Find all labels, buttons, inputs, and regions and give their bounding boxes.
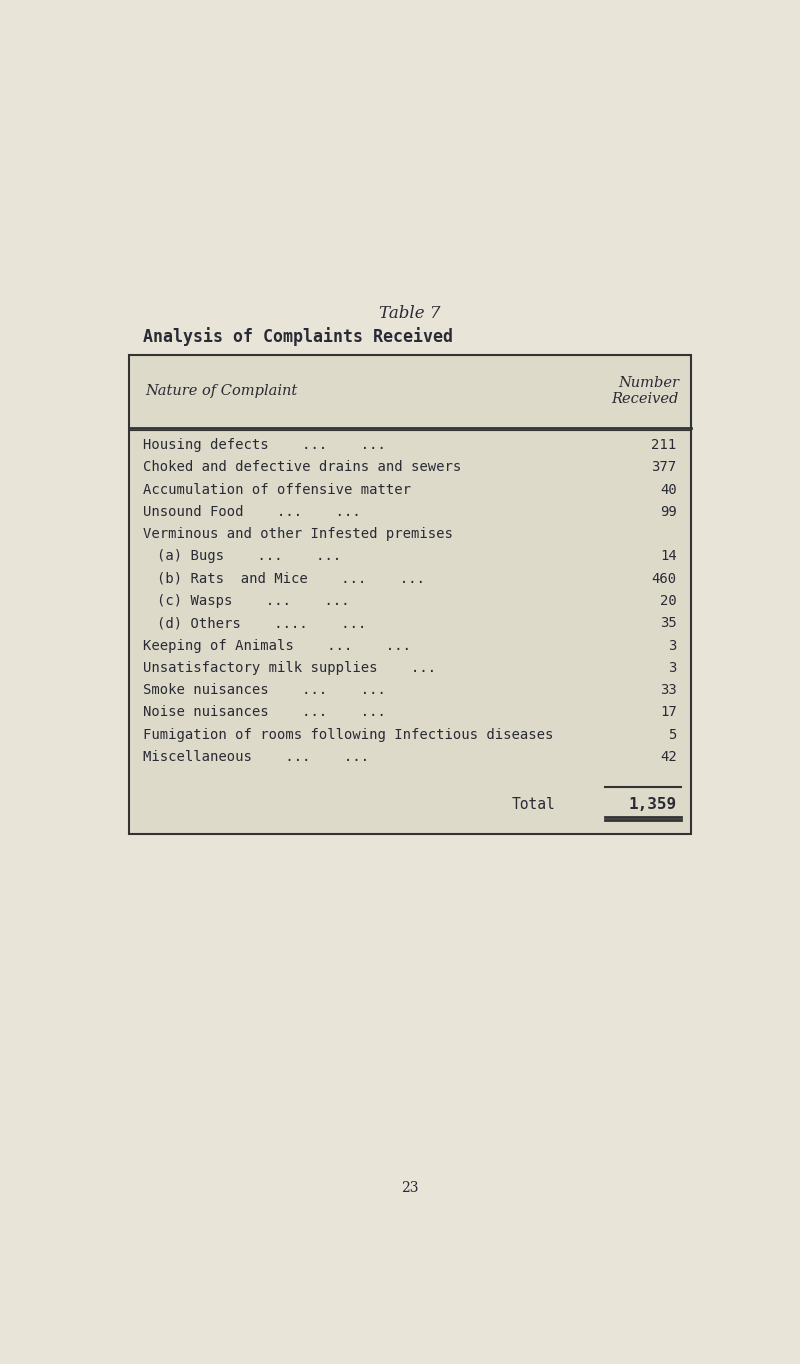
Text: Housing defects    ...    ...: Housing defects ... ... (143, 438, 386, 451)
Text: Unsatisfactory milk supplies    ...: Unsatisfactory milk supplies ... (143, 662, 437, 675)
Text: 3: 3 (668, 638, 677, 652)
Text: Nature of Complaint: Nature of Complaint (145, 385, 298, 398)
Text: 211: 211 (651, 438, 677, 451)
Text: (b) Rats  and Mice    ...    ...: (b) Rats and Mice ... ... (158, 572, 426, 585)
Text: 20: 20 (660, 595, 677, 608)
Text: 377: 377 (651, 461, 677, 475)
Text: Keeping of Animals    ...    ...: Keeping of Animals ... ... (143, 638, 411, 652)
Text: Fumigation of rooms following Infectious diseases: Fumigation of rooms following Infectious… (143, 728, 554, 742)
Text: Smoke nuisances    ...    ...: Smoke nuisances ... ... (143, 683, 386, 697)
Text: 460: 460 (651, 572, 677, 585)
Text: (a) Bugs    ...    ...: (a) Bugs ... ... (158, 550, 342, 563)
Text: Number
Received: Number Received (611, 376, 679, 406)
Text: Noise nuisances    ...    ...: Noise nuisances ... ... (143, 705, 386, 719)
Text: (d) Others    ....    ...: (d) Others .... ... (158, 617, 366, 630)
Text: (c) Wasps    ...    ...: (c) Wasps ... ... (158, 595, 350, 608)
Text: 33: 33 (660, 683, 677, 697)
Text: 1,359: 1,359 (629, 797, 677, 812)
Text: Choked and defective drains and sewers: Choked and defective drains and sewers (143, 461, 462, 475)
Text: Table 7: Table 7 (379, 306, 441, 322)
Text: Verminous and other Infested premises: Verminous and other Infested premises (143, 528, 454, 542)
Text: 17: 17 (660, 705, 677, 719)
Text: 40: 40 (660, 483, 677, 496)
Text: Total: Total (511, 797, 555, 812)
Text: 14: 14 (660, 550, 677, 563)
Text: 35: 35 (660, 617, 677, 630)
Text: Analysis of Complaints Received: Analysis of Complaints Received (142, 327, 453, 346)
Text: 99: 99 (660, 505, 677, 518)
Text: Miscellaneous    ...    ...: Miscellaneous ... ... (143, 750, 370, 764)
Text: 5: 5 (668, 728, 677, 742)
Text: Accumulation of offensive matter: Accumulation of offensive matter (143, 483, 411, 496)
Text: 42: 42 (660, 750, 677, 764)
Text: Unsound Food    ...    ...: Unsound Food ... ... (143, 505, 361, 518)
FancyBboxPatch shape (130, 355, 690, 833)
Text: 3: 3 (668, 662, 677, 675)
Text: 23: 23 (402, 1181, 418, 1195)
